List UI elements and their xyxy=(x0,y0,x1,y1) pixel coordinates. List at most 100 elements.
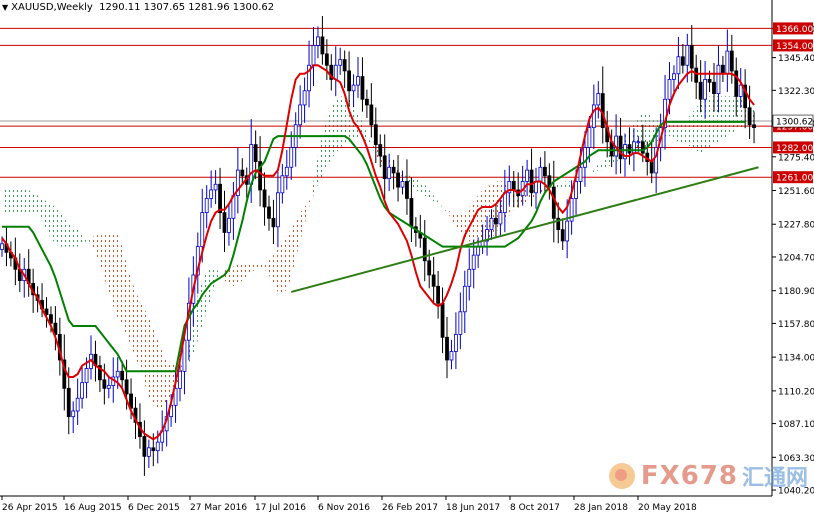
candle-body xyxy=(485,229,489,242)
level-label: 1282.00 xyxy=(776,144,813,154)
price-tick-label: 1180.90 xyxy=(778,287,814,297)
price-tick-label: 1275.40 xyxy=(778,153,814,163)
price-axis: 1366.001345.401322.301299.201275.401251.… xyxy=(771,0,814,497)
candle xyxy=(405,159,409,215)
candle xyxy=(449,339,454,370)
candle-body xyxy=(618,135,623,160)
price-tick-label: 1204.70 xyxy=(778,253,814,263)
candle-body xyxy=(387,166,392,180)
candle xyxy=(663,74,667,150)
candle-body xyxy=(218,183,222,214)
candle-body xyxy=(373,124,378,146)
candle xyxy=(654,127,659,194)
level-label: 1297.00 xyxy=(776,123,813,133)
candle xyxy=(698,60,703,113)
candle xyxy=(44,297,49,328)
candle-body xyxy=(743,84,748,109)
candle xyxy=(694,54,699,99)
dropdown-arrow-icon[interactable]: ▼ xyxy=(2,3,9,12)
candle-body xyxy=(235,169,240,197)
kijun-sen-line xyxy=(2,120,746,373)
candle-body xyxy=(142,436,147,457)
candle-body xyxy=(734,70,739,97)
candle-body xyxy=(284,166,289,177)
cloud-bear-segment xyxy=(224,181,314,295)
candle-body xyxy=(44,308,49,316)
current-price-box xyxy=(772,114,814,128)
candle-body xyxy=(752,124,756,129)
candle xyxy=(235,147,240,214)
candle xyxy=(173,367,178,423)
time-tick-label: 27 Mar 2016 xyxy=(190,503,247,513)
candle xyxy=(360,57,365,112)
symbol-label: XAUUSD,Weekly xyxy=(11,2,93,13)
candle xyxy=(591,84,596,150)
candle-body xyxy=(738,84,743,97)
candle xyxy=(672,65,676,96)
candle-body xyxy=(667,79,672,100)
candle-body xyxy=(565,220,570,242)
candle xyxy=(98,355,102,392)
candle-body xyxy=(391,166,396,174)
candle-body xyxy=(649,161,654,174)
candle-body xyxy=(560,229,565,242)
candle-body xyxy=(342,59,347,72)
candle xyxy=(231,182,236,240)
candle-body xyxy=(556,217,561,231)
candle xyxy=(725,29,730,92)
candle-body xyxy=(151,447,156,452)
candle xyxy=(445,316,449,379)
candle xyxy=(676,36,681,90)
candle xyxy=(258,136,263,207)
candle xyxy=(752,111,756,144)
candle-body xyxy=(146,447,151,457)
candle-body xyxy=(267,206,271,219)
candle xyxy=(560,218,565,251)
candle xyxy=(396,155,400,202)
candle xyxy=(271,199,276,245)
time-tick-label: 6 Dec 2015 xyxy=(128,503,180,513)
candle xyxy=(298,85,303,139)
candle-body xyxy=(511,181,516,191)
candle xyxy=(453,312,458,370)
candle xyxy=(462,270,467,334)
candle xyxy=(66,367,71,435)
time-axis: 26 Apr 2015 16 Aug 2015 6 Dec 2015 27 Mar 2… xyxy=(0,495,772,513)
candle xyxy=(618,117,623,174)
support-trendline xyxy=(290,166,759,293)
candle-body xyxy=(583,147,587,168)
time-tick-label: 20 May 2018 xyxy=(638,503,697,513)
candle xyxy=(712,62,716,112)
candle-body xyxy=(462,285,467,313)
price-tick-label: 1063.30 xyxy=(778,454,814,464)
candle-body xyxy=(551,186,556,219)
candle-body xyxy=(405,181,409,199)
candle xyxy=(347,51,352,106)
candle-body xyxy=(124,379,129,395)
candle-body xyxy=(507,181,512,194)
candle xyxy=(75,378,80,426)
candle xyxy=(507,165,512,206)
candle-body xyxy=(712,81,716,94)
candle xyxy=(387,153,392,192)
candle-body xyxy=(80,382,84,399)
candle xyxy=(351,74,356,108)
candle-body xyxy=(222,212,227,233)
candle xyxy=(738,68,743,108)
watermark-brand: FX678 xyxy=(640,461,738,491)
candle xyxy=(53,306,58,351)
candle-body xyxy=(640,141,645,154)
candle xyxy=(502,169,507,233)
time-tick-label: 28 Jan 2018 xyxy=(574,503,628,513)
candle xyxy=(391,159,396,190)
candle-body xyxy=(338,59,343,66)
level-label: 1261.00 xyxy=(776,174,813,184)
candle xyxy=(17,253,22,292)
candle-body xyxy=(502,192,507,214)
candle xyxy=(316,26,320,59)
candle xyxy=(71,401,76,434)
candle xyxy=(329,54,334,91)
candle xyxy=(324,39,329,80)
